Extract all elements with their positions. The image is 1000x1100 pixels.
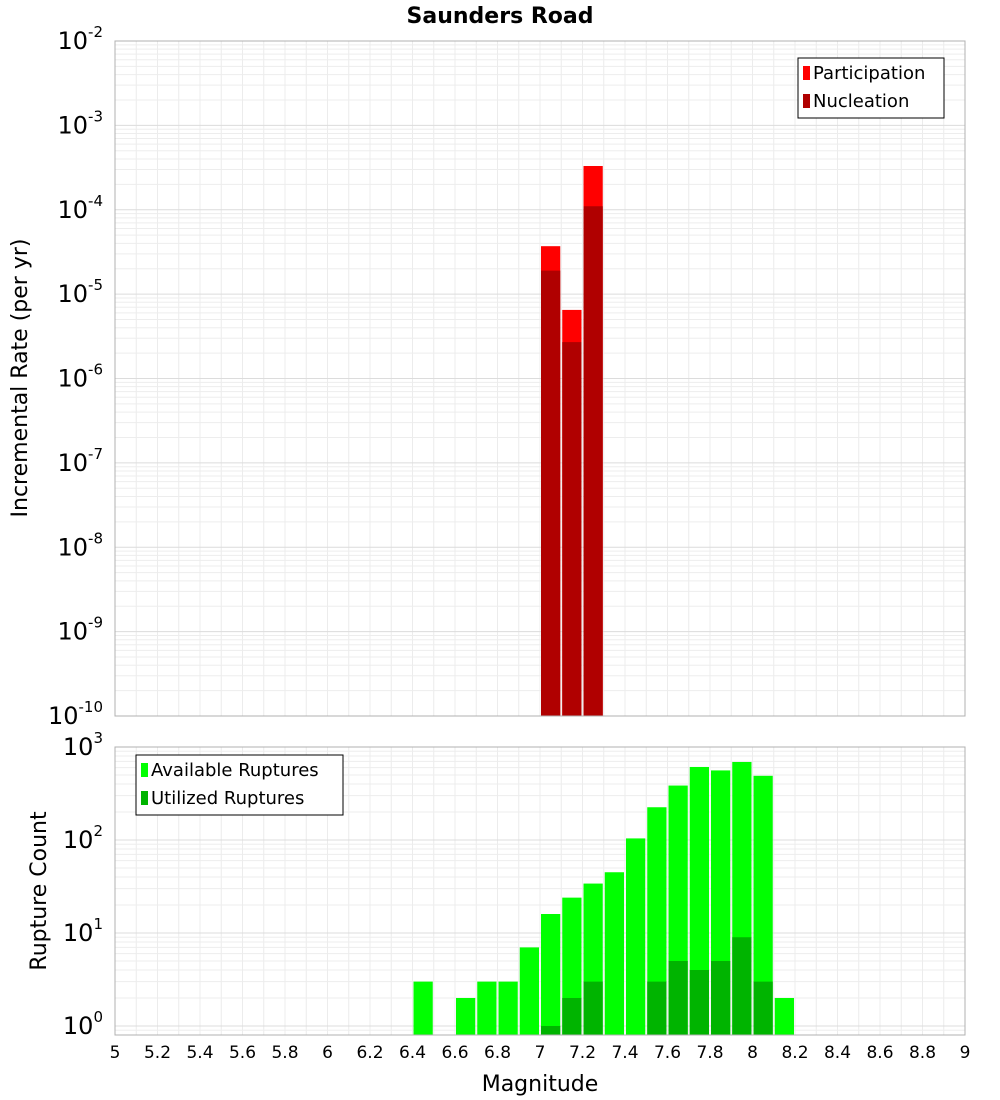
y-tick-label: 10-2 bbox=[57, 23, 103, 55]
legend-label: Available Ruptures bbox=[151, 760, 319, 781]
legend-label: Participation bbox=[813, 63, 925, 84]
y-tick-label: 10-10 bbox=[48, 698, 103, 730]
x-tick-label: 5.8 bbox=[271, 1043, 298, 1063]
bottom-plot-border bbox=[114, 746, 966, 1036]
top-bar-nucleation bbox=[541, 270, 561, 716]
x-tick-label: 7 bbox=[535, 1043, 546, 1063]
y-tick-label: 10-9 bbox=[57, 614, 103, 646]
top-y-ticks: 10-10 10-9 10-8 10-7 10-6 10-5 10-4 10-3 10-2 bbox=[48, 23, 103, 730]
x-tick-label: 7.4 bbox=[611, 1043, 638, 1063]
x-tick-label: 7.2 bbox=[569, 1043, 596, 1063]
x-tick-label: 6 bbox=[322, 1043, 333, 1063]
legend-swatch bbox=[803, 66, 810, 80]
x-tick-label: 7.8 bbox=[696, 1043, 723, 1063]
bottom-bar-available-ruptures bbox=[753, 775, 773, 1035]
y-tick-label: 103 bbox=[63, 729, 103, 761]
x-tick-label: 6.2 bbox=[356, 1043, 383, 1063]
top-y-axis-title: Incremental Rate (per yr) bbox=[8, 239, 33, 518]
x-tick-label: 8.6 bbox=[866, 1043, 893, 1063]
y-tick-label: 10-8 bbox=[57, 529, 103, 561]
x-tick-label: 5.4 bbox=[186, 1043, 213, 1063]
y-tick-label: 10-3 bbox=[57, 107, 103, 139]
x-tick-label: 8.4 bbox=[824, 1043, 851, 1063]
bottom-bar-available-ruptures bbox=[689, 766, 709, 1035]
x-tick-label: 5.6 bbox=[229, 1043, 256, 1063]
bottom-bar-available-ruptures bbox=[477, 981, 497, 1035]
top-bar-nucleation bbox=[562, 342, 582, 716]
bottom-bar-utilized-ruptures bbox=[562, 997, 582, 1035]
top-plot-border bbox=[114, 40, 966, 717]
bottom-bar-utilized-ruptures bbox=[732, 937, 752, 1035]
top-grid bbox=[115, 41, 965, 716]
x-tick-label: 6.8 bbox=[484, 1043, 511, 1063]
y-tick-label: 102 bbox=[63, 822, 103, 854]
top-legend: Participation Nucleation bbox=[797, 57, 945, 119]
x-tick-label: 7.6 bbox=[654, 1043, 681, 1063]
bottom-bar-utilized-ruptures bbox=[583, 981, 603, 1035]
bottom-bar-utilized-ruptures bbox=[541, 1025, 561, 1035]
bottom-bar-utilized-ruptures bbox=[647, 981, 667, 1035]
bottom-y-ticks: 100 101 102 103 bbox=[63, 729, 103, 1040]
x-ticks: 5 5.2 5.4 5.6 5.8 6 6.2 6.4 6.6 6.8 7 7.2 7.4 7.6 7.8 8… bbox=[110, 1043, 971, 1063]
legend-box bbox=[797, 57, 945, 119]
y-tick-label: 10-7 bbox=[57, 445, 103, 477]
x-tick-label: 6.4 bbox=[399, 1043, 426, 1063]
x-tick-label: 5.2 bbox=[144, 1043, 171, 1063]
bottom-y-axis-title: Rupture Count bbox=[27, 811, 52, 971]
bottom-bar-utilized-ruptures bbox=[668, 960, 688, 1035]
chart-title: Saunders Road bbox=[407, 4, 594, 29]
y-tick-label: 101 bbox=[63, 915, 103, 947]
legend-label: Nucleation bbox=[813, 91, 909, 112]
bottom-bar-available-ruptures bbox=[774, 997, 794, 1035]
y-tick-label: 10-5 bbox=[57, 276, 103, 308]
y-tick-label: 10-6 bbox=[57, 361, 103, 393]
bottom-bar-available-ruptures bbox=[413, 981, 433, 1035]
bottom-bar-available-ruptures bbox=[647, 807, 667, 1035]
bottom-bar-utilized-ruptures bbox=[689, 969, 709, 1035]
x-tick-label: 9 bbox=[960, 1043, 971, 1063]
y-tick-label: 10-4 bbox=[57, 192, 103, 224]
bottom-bar-available-ruptures bbox=[456, 997, 476, 1035]
bottom-bar-available-ruptures bbox=[541, 914, 561, 1035]
bottom-bar-utilized-ruptures bbox=[711, 960, 731, 1035]
x-tick-label: 8.2 bbox=[781, 1043, 808, 1063]
bottom-bar-available-ruptures bbox=[498, 981, 518, 1035]
legend-label: Utilized Ruptures bbox=[151, 788, 304, 809]
x-tick-label: 8 bbox=[747, 1043, 758, 1063]
x-tick-label: 5 bbox=[110, 1043, 121, 1063]
bottom-bars bbox=[413, 761, 794, 1035]
x-axis-title: Magnitude bbox=[482, 1072, 599, 1097]
x-tick-label: 8.8 bbox=[909, 1043, 936, 1063]
x-tick-label: 6.6 bbox=[441, 1043, 468, 1063]
top-bar-nucleation bbox=[583, 206, 603, 716]
legend-swatch bbox=[141, 763, 148, 777]
legend-swatch bbox=[803, 94, 810, 108]
bottom-bar-available-ruptures bbox=[626, 838, 646, 1035]
top-bars bbox=[541, 166, 603, 717]
top-panel: 10-10 10-9 10-8 10-7 10-6 10-5 10-4 10-3 10-2 In… bbox=[8, 23, 966, 730]
legend-box bbox=[135, 754, 344, 816]
bottom-panel: 100 101 102 103 5 5.2 5.4 5.6 5.8 6 6.2 6.4 6.6 6.8 7… bbox=[27, 729, 970, 1097]
bottom-bar-available-ruptures bbox=[604, 872, 624, 1035]
bottom-bar-available-ruptures bbox=[519, 947, 539, 1035]
bottom-bar-utilized-ruptures bbox=[753, 981, 773, 1035]
legend-swatch bbox=[141, 791, 148, 805]
y-tick-label: 100 bbox=[63, 1008, 103, 1040]
bottom-legend: Available Ruptures Utilized Ruptures bbox=[135, 754, 344, 816]
